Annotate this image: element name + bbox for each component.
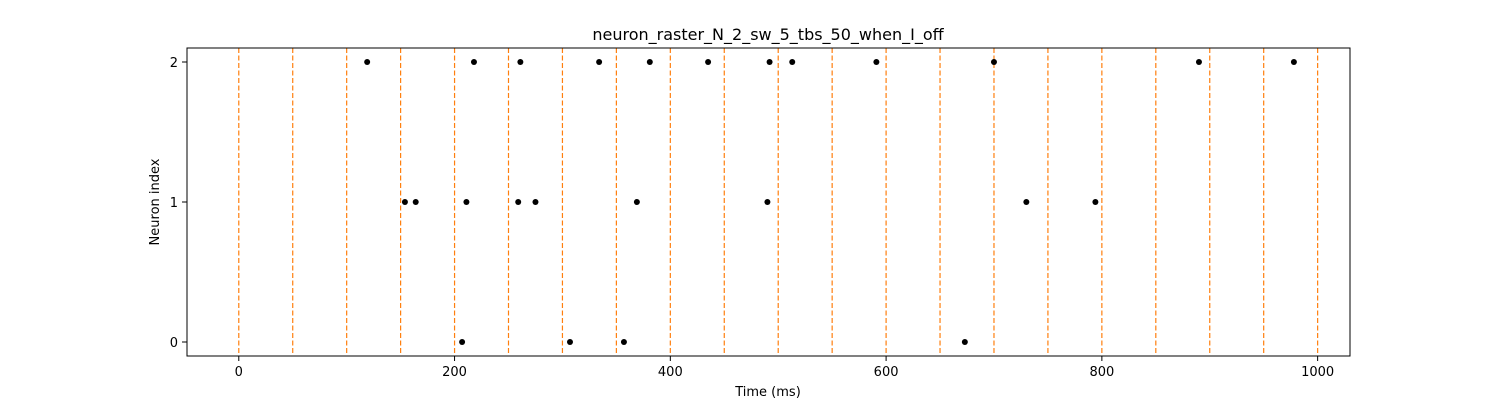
spike-point: [873, 59, 880, 65]
x-tick-label: 600: [874, 365, 899, 380]
spike-point: [1195, 59, 1202, 65]
x-tick-label: 400: [658, 365, 683, 380]
x-axis-label: Time (ms): [734, 385, 801, 400]
x-tick-label: 200: [442, 365, 467, 380]
chart-title: neuron_raster_N_2_sw_5_tbs_50_when_I_off: [592, 25, 944, 45]
spike-point: [532, 199, 539, 205]
y-tick-label: 0: [170, 336, 178, 351]
y-tick-label: 1: [170, 196, 178, 211]
spike-point: [1023, 199, 1030, 205]
spike-point: [517, 59, 524, 65]
spike-point: [633, 199, 640, 205]
spike-point: [705, 59, 712, 65]
vertical-line-layer: [238, 48, 1319, 356]
y-axis-label: Neuron index: [148, 158, 163, 245]
spike-point: [789, 59, 796, 65]
spike-point: [412, 199, 419, 205]
y-tick-layer: 0 1 2: [170, 56, 187, 351]
spike-point: [1290, 59, 1297, 65]
spike-point: [364, 59, 371, 65]
y-tick-label: 2: [170, 56, 178, 71]
spike-point: [961, 339, 968, 345]
spike-point: [515, 199, 522, 205]
spike-point: [470, 59, 477, 65]
spike-point: [401, 199, 408, 205]
spike-point: [596, 59, 603, 65]
spike-point: [764, 199, 771, 205]
plot-frame: [186, 47, 1351, 357]
spike-point-layer: [364, 59, 1297, 345]
spike-point: [990, 59, 997, 65]
spike-point: [646, 59, 653, 65]
x-tick-layer: 0 200 400 600 800 1000: [235, 356, 1334, 380]
x-tick-label: 800: [1089, 365, 1114, 380]
spike-point: [1092, 199, 1099, 205]
x-tick-label: 1000: [1301, 365, 1334, 380]
x-tick-label: 0: [235, 365, 243, 380]
spike-point: [566, 339, 573, 345]
spike-point: [459, 339, 466, 345]
spike-point: [463, 199, 470, 205]
spike-point: [620, 339, 627, 345]
spike-point: [766, 59, 773, 65]
